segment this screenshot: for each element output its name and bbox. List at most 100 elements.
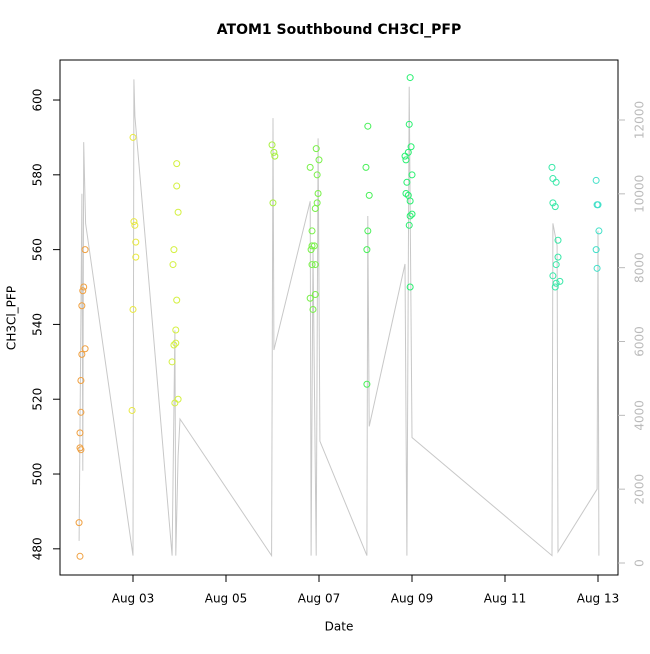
data-point	[406, 212, 414, 220]
y2-tick-label: 10000	[633, 175, 647, 213]
data-point	[311, 261, 319, 269]
x-tick-label: Aug 05	[205, 592, 248, 606]
data-point	[132, 253, 140, 261]
data-point	[132, 238, 140, 246]
y2-tick-label: 4000	[633, 400, 647, 431]
data-point	[308, 242, 316, 250]
data-point	[169, 261, 177, 269]
data-point	[311, 290, 319, 298]
data-point	[76, 444, 84, 452]
data-point	[554, 236, 562, 244]
data-point	[549, 199, 557, 207]
data-point	[364, 227, 372, 235]
data-point	[269, 199, 277, 207]
data-point	[268, 141, 276, 149]
data-point	[310, 242, 318, 250]
data-point	[77, 408, 85, 416]
data-point	[128, 406, 136, 414]
data-point	[76, 552, 84, 560]
data-point	[80, 283, 88, 291]
y-tick-label: 540	[31, 313, 45, 336]
data-point	[306, 294, 314, 302]
data-point	[548, 163, 556, 171]
data-point	[130, 218, 138, 226]
data-point	[314, 190, 322, 198]
data-point	[174, 208, 182, 216]
data-point	[402, 156, 410, 164]
data-point	[81, 246, 89, 254]
data-point	[549, 272, 557, 280]
data-point	[552, 178, 560, 186]
data-point	[402, 190, 410, 198]
y-tick-label: 600	[31, 89, 45, 112]
data-point	[405, 120, 413, 128]
x-tick-label: Aug 13	[577, 592, 620, 606]
data-point	[595, 227, 603, 235]
data-point	[365, 191, 373, 199]
data-point	[403, 178, 411, 186]
data-point	[170, 341, 178, 349]
data-point	[79, 287, 87, 295]
altitude-line	[78, 79, 600, 558]
data-point	[271, 152, 279, 160]
data-point	[173, 160, 181, 168]
data-point	[593, 264, 601, 272]
data-point	[308, 261, 316, 269]
data-point	[173, 182, 181, 190]
data-point	[363, 246, 371, 254]
data-point	[592, 176, 600, 184]
data-point	[313, 171, 321, 179]
data-point	[594, 201, 602, 209]
data-point	[172, 326, 180, 334]
y-tick-label: 580	[31, 163, 45, 186]
data-point	[172, 339, 180, 347]
data-point	[551, 203, 559, 211]
data-point	[554, 253, 562, 261]
data-point	[556, 277, 564, 285]
data-point	[78, 302, 86, 310]
data-point	[76, 429, 84, 437]
data-point	[552, 279, 560, 287]
data-point	[77, 377, 85, 385]
y2-tick-label: 8000	[633, 252, 647, 283]
data-point	[308, 227, 316, 235]
y2-tick-label: 12000	[633, 101, 647, 139]
y2-tick-label: 0	[633, 559, 647, 567]
data-point	[168, 358, 176, 366]
data-point	[408, 210, 416, 218]
data-point	[406, 283, 414, 291]
data-point	[173, 296, 181, 304]
chart-title: ATOM1 Southbound CH3Cl_PFP	[217, 22, 461, 38]
y2-tick-label: 6000	[633, 326, 647, 357]
y-tick-label: 500	[31, 463, 45, 486]
data-point	[81, 345, 89, 353]
x-tick-label: Aug 07	[298, 592, 341, 606]
data-point	[311, 204, 319, 212]
data-point	[174, 395, 182, 403]
data-point	[309, 305, 317, 313]
data-point	[552, 261, 560, 269]
y-tick-label: 480	[31, 537, 45, 560]
data-point	[170, 246, 178, 254]
data-point	[401, 152, 409, 160]
data-point	[75, 519, 83, 527]
data-point	[315, 156, 323, 164]
data-point	[551, 283, 559, 291]
data-point	[78, 350, 86, 358]
data-point	[405, 221, 413, 229]
x-tick-label: Aug 03	[112, 592, 155, 606]
data-point	[406, 74, 414, 82]
plot-frame	[59, 59, 619, 576]
x-tick-label: Aug 11	[484, 592, 527, 606]
data-point	[407, 143, 415, 151]
data-point	[408, 171, 416, 179]
data-point	[306, 163, 314, 171]
data-point	[131, 221, 139, 229]
data-point	[129, 133, 137, 141]
data-point	[362, 163, 370, 171]
data-point	[592, 246, 600, 254]
data-point	[406, 197, 414, 205]
y-axis-label: CH3Cl_PFP	[5, 286, 19, 350]
